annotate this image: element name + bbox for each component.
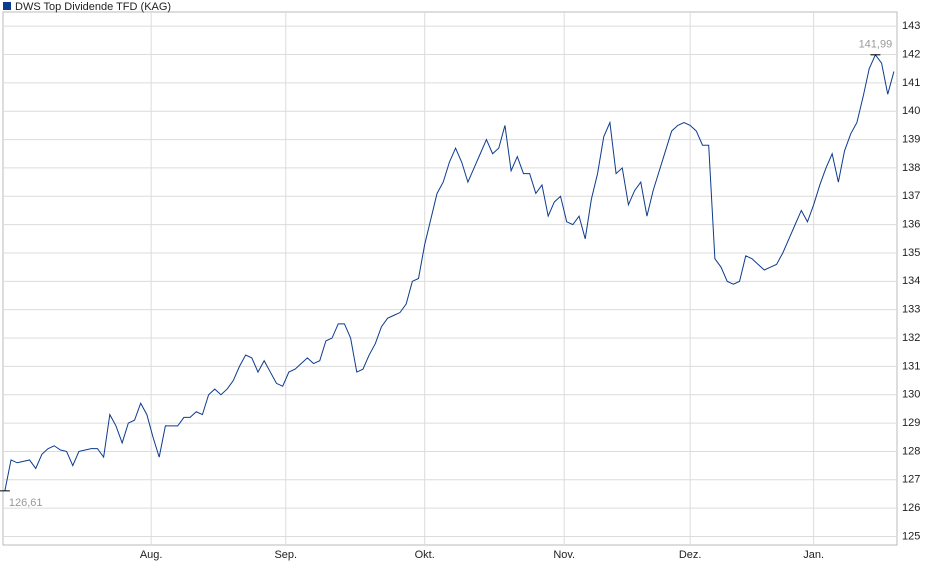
y-tick-label: 128 <box>902 445 920 457</box>
y-tick-label: 130 <box>902 389 920 401</box>
y-tick-label: 141 <box>902 77 920 89</box>
x-tick-label: Sep. <box>274 549 297 561</box>
y-tick-label: 125 <box>902 530 920 542</box>
plot-frame <box>2 11 898 546</box>
y-tick-label: 135 <box>902 247 920 259</box>
y-tick-label: 134 <box>902 275 920 287</box>
y-tick-label: 129 <box>902 417 920 429</box>
x-tick-label: Dez. <box>679 549 702 561</box>
legend-label: DWS Top Dividende TFD (KAG) <box>15 1 171 13</box>
y-tick-label: 132 <box>902 332 920 344</box>
y-tick-label: 126 <box>902 502 920 514</box>
y-tick-label: 138 <box>902 162 920 174</box>
extreme-label: 141,99 <box>859 39 893 51</box>
y-tick-label: 133 <box>902 304 920 316</box>
price-line <box>4 53 895 491</box>
y-tick-label: 140 <box>902 105 920 117</box>
legend-swatch <box>3 2 11 10</box>
y-tick-label: 136 <box>902 219 920 231</box>
y-tick-label: 143 <box>902 20 920 32</box>
x-tick-label: Aug. <box>140 549 163 561</box>
x-tick-label: Jan. <box>803 549 824 561</box>
y-tick-label: 127 <box>902 474 920 486</box>
y-tick-label: 139 <box>902 133 920 145</box>
y-tick-label: 142 <box>902 48 920 60</box>
x-tick-label: Nov. <box>553 549 575 561</box>
extreme-label: 126,61 <box>9 497 43 509</box>
y-tick-label: 137 <box>902 190 920 202</box>
y-tick-label: 131 <box>902 360 920 372</box>
x-tick-label: Okt. <box>415 549 435 561</box>
